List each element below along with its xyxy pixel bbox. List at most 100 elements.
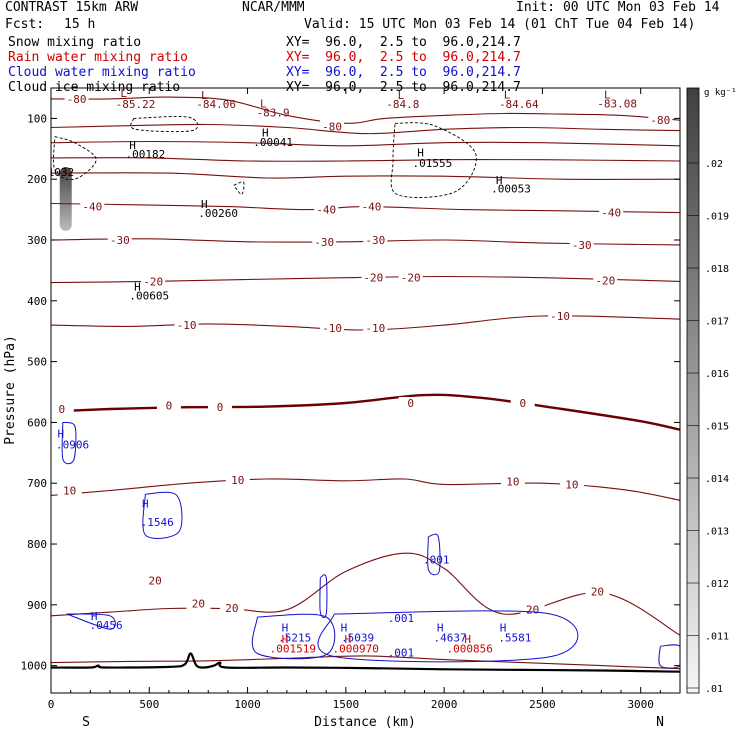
isotherm-label-bg — [314, 203, 339, 216]
valid-time: Valid: 15 UTC Mon 03 Feb 14 (01 ChT Tue … — [304, 17, 696, 32]
extrema-annotation: H — [129, 139, 136, 152]
extrema-annotation: .000856 — [446, 642, 492, 655]
isotherm-label: 0 — [58, 403, 65, 416]
north-end-label: N — [656, 715, 664, 730]
x-tick-label: 2500 — [529, 698, 556, 711]
isotherm-label-bg — [312, 235, 337, 248]
extrema-annotation: .5039 — [341, 631, 374, 644]
y-tick-label: 400 — [27, 295, 47, 308]
isotherm-line — [51, 172, 680, 180]
extrema-annotation: H — [341, 622, 348, 635]
extrema-annotation: .00260 — [198, 207, 238, 220]
extrema-annotation: .4637 — [433, 631, 466, 644]
isotherm-label: 20 — [225, 602, 238, 615]
isotherm-label: -30 — [110, 234, 130, 247]
extrema-annotation: H — [417, 147, 424, 160]
extrema-annotation: L — [201, 89, 208, 102]
isotherm-label-bg — [57, 484, 82, 497]
cloud-ice-contour — [233, 181, 245, 195]
isotherm-label-bg — [500, 475, 525, 488]
extrema-annotation: H — [58, 428, 65, 441]
cloud-water-contour — [319, 574, 328, 619]
extrema-annotation: .00041 — [253, 136, 293, 149]
x-tick-label: 3000 — [627, 698, 654, 711]
isotherm-line — [51, 552, 680, 636]
isotherm-label: 10 — [565, 478, 578, 491]
colorbar-label: .019 — [705, 212, 729, 223]
isotherm-label: -20 — [595, 275, 615, 288]
cloud-water-contour — [427, 533, 441, 576]
isotherm-label: -10 — [177, 319, 197, 332]
extrema-annotation: .00182 — [125, 148, 165, 161]
colorbar-label: .011 — [705, 632, 729, 643]
isotherm-label-bg — [361, 271, 386, 284]
isotherm-label-bg — [174, 319, 199, 332]
extrema-annotation: .000970 — [332, 642, 378, 655]
extrema-annotation: L — [120, 87, 127, 100]
extrema-annotation: L — [260, 97, 267, 110]
isotherm-label: 10 — [231, 474, 244, 487]
isotherm-label: 10 — [506, 475, 519, 488]
isotherm-label-bg — [363, 234, 388, 247]
isotherm-label: 20 — [591, 585, 604, 598]
colorbar-label: .015 — [705, 422, 729, 433]
extrema-annotation: .0456 — [89, 619, 122, 632]
extrema-annotation: -84.64 — [499, 98, 539, 111]
cloud-water-contour — [658, 644, 680, 669]
y-tick-label: 500 — [27, 356, 47, 369]
extrema-annotation: .01555 — [412, 157, 452, 170]
isotherm-label-bg — [64, 92, 89, 105]
legend-rain-xy: XY= 96.0, 2.5 to 96.0,214.7 — [286, 50, 521, 65]
isotherm-label: 0 — [407, 397, 414, 410]
isotherm-label-bg — [569, 238, 594, 251]
x-tick-label: 1500 — [333, 698, 360, 711]
snow-mixing-shading — [59, 167, 72, 231]
colorbar: .02 .019 .018 .017 .016 .015 .014 .013 .012 .011.… — [686, 87, 729, 695]
isotherm-label-bg — [648, 114, 673, 127]
colorbar-unit: g kg⁻¹ — [704, 88, 737, 98]
colorbar-label: .016 — [705, 369, 729, 380]
legend-cloud-water-xy: XY= 96.0, 2.5 to 96.0,214.7 — [286, 65, 521, 80]
legend-rain-label: Rain water mixing ratio — [8, 50, 189, 65]
extrema-annotation: .5581 — [498, 631, 531, 644]
colorbar-label: .02 — [705, 159, 723, 170]
isotherm-label-bg — [559, 478, 584, 491]
extrema-annotation: .00605 — [129, 290, 169, 303]
colorbar-label: .01 — [705, 684, 723, 695]
extrema-annotation: H — [282, 622, 289, 635]
isotherm-label-bg — [548, 310, 573, 323]
isotherm-label-bg — [225, 474, 250, 487]
isotherm-line — [51, 96, 680, 124]
isotherm-label-bg — [219, 601, 244, 614]
isotherm-label: -10 — [365, 322, 385, 335]
extrema-annotation: H — [464, 633, 471, 646]
extrema-annotation: 1032 — [48, 166, 75, 179]
forecast-hour: 15 h — [64, 17, 96, 32]
isotherm-label: -10 — [550, 310, 570, 323]
colorbar-label: .014 — [705, 474, 729, 485]
cloud-water-contour — [66, 613, 116, 630]
cloud-water-contour — [317, 610, 579, 663]
x-tick-label: 0 — [48, 698, 55, 711]
isotherm-label-bg — [107, 234, 132, 247]
y-tick-label: 800 — [27, 538, 47, 551]
y-tick-label: 200 — [27, 173, 47, 186]
isotherm-label-bg — [143, 574, 168, 587]
extrema-annotation: .001 — [388, 647, 415, 660]
y-tick-label: 600 — [27, 416, 47, 429]
cloud-water-contour — [61, 421, 77, 465]
colorbar-label: .012 — [705, 579, 729, 590]
extrema-annotation: .5215 — [278, 631, 311, 644]
isotherm-label: -30 — [314, 236, 334, 249]
isotherm-label-bg — [363, 322, 388, 335]
isotherm-label: -20 — [401, 272, 421, 285]
isotherm-label: 20 — [526, 604, 539, 617]
extrema-annotation: H — [500, 622, 507, 635]
colorbar-ramp — [686, 87, 700, 694]
x-tick-label: 500 — [139, 698, 159, 711]
isotherm-label-bg — [359, 200, 384, 213]
x-tick-label: 2000 — [431, 698, 458, 711]
extrema-annotation: -84.8 — [386, 98, 419, 111]
extrema-annotation: L — [398, 89, 405, 102]
